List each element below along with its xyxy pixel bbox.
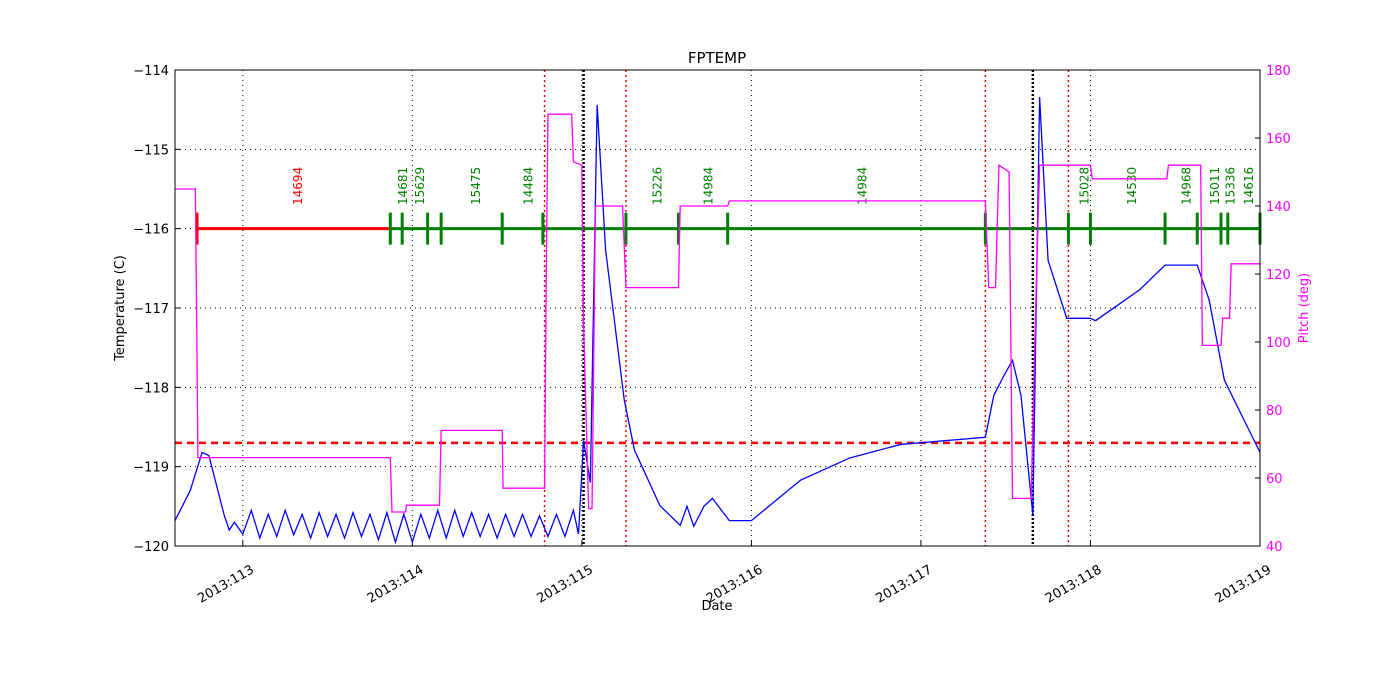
chart-title: FPTEMP [688,49,746,67]
y-tick-label: −114 [133,64,169,79]
y2-tick-label: 100 [1266,336,1291,351]
obsid-label: 15475 [469,167,483,205]
obsid-label: 14968 [1179,167,1193,205]
obsid-label: 15336 [1223,167,1237,205]
y2-tick-label: 160 [1266,132,1291,147]
y-tick-label: −116 [133,223,169,238]
y2-tick-label: 120 [1266,268,1291,283]
y-axis-label: Temperature (C) [113,255,128,362]
x-tick-label: 2013:116 [704,562,765,606]
x-tick-label: 2013:118 [1043,562,1104,606]
pitch-line [175,113,1260,513]
y-tick-label: −118 [133,381,169,396]
obsid-label: 14694 [291,167,305,205]
y-tick-label: −115 [133,143,169,158]
x-axis-label: Date [701,599,732,614]
x-tick-label: 2013:113 [195,562,256,606]
y-tick-label: −117 [133,302,169,317]
obsid-label: 14484 [522,167,536,205]
obsid-label: 14616 [1242,167,1256,205]
y2-tick-label: 40 [1266,540,1283,555]
x-tick-label: 2013:115 [534,562,595,606]
y-tick-label: −119 [133,461,169,476]
y-tick-label: −120 [133,540,169,555]
obsid-label: 14984 [701,167,715,205]
y2-tick-label: 140 [1266,200,1291,215]
y2-tick-label: 80 [1266,404,1283,419]
y2-tick-label: 180 [1266,64,1291,79]
temperature-line [174,96,1261,545]
x-tick-label: 2013:114 [365,562,426,606]
obsid-label: 14530 [1125,167,1139,205]
obsid-label: 15226 [650,167,664,205]
y2-axis-label: Pitch (deg) [1297,273,1312,343]
obsid-label: 14681 [396,167,410,205]
y2-tick-label: 60 [1266,472,1283,487]
obsid-label: 15011 [1208,167,1222,205]
obsid-label: 15028 [1078,167,1092,205]
plot-frame [174,69,1261,547]
obsid-label: 15629 [413,167,427,205]
obsid-label: 14984 [856,167,870,205]
x-tick-label: 2013:119 [1213,562,1274,606]
x-tick-label: 2013:117 [874,562,935,606]
